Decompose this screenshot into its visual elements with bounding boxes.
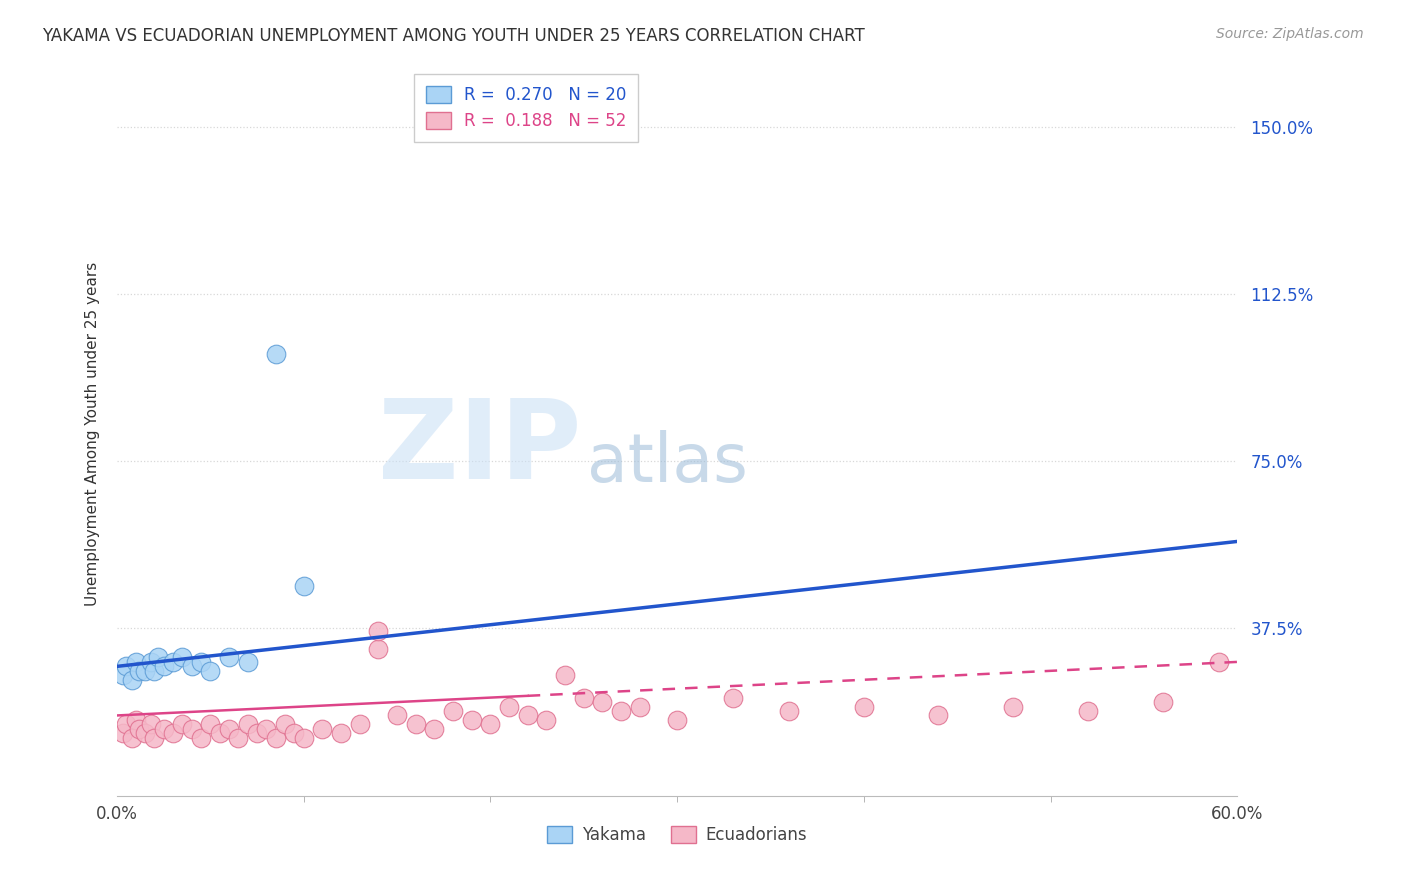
Point	[172, 650, 194, 665]
Point	[180, 659, 202, 673]
Point	[128, 664, 150, 678]
Point	[554, 668, 576, 682]
Point	[311, 722, 333, 736]
Point	[124, 655, 146, 669]
Point	[274, 717, 297, 731]
Point	[208, 726, 231, 740]
Point	[152, 722, 174, 736]
Point	[516, 708, 538, 723]
Point	[1208, 655, 1230, 669]
Point	[115, 717, 138, 731]
Point	[143, 664, 166, 678]
Point	[572, 690, 595, 705]
Point	[1002, 699, 1025, 714]
Point	[610, 704, 633, 718]
Point	[349, 717, 371, 731]
Point	[292, 579, 315, 593]
Point	[228, 731, 250, 745]
Point	[124, 713, 146, 727]
Point	[536, 713, 558, 727]
Text: YAKAMA VS ECUADORIAN UNEMPLOYMENT AMONG YOUTH UNDER 25 YEARS CORRELATION CHART: YAKAMA VS ECUADORIAN UNEMPLOYMENT AMONG …	[42, 27, 865, 45]
Point	[172, 717, 194, 731]
Point	[236, 655, 259, 669]
Point	[134, 664, 156, 678]
Point	[134, 726, 156, 740]
Point	[292, 731, 315, 745]
Point	[246, 726, 269, 740]
Point	[200, 717, 222, 731]
Point	[128, 722, 150, 736]
Point	[121, 731, 143, 745]
Point	[423, 722, 446, 736]
Point	[218, 722, 240, 736]
Point	[628, 699, 651, 714]
Point	[441, 704, 464, 718]
Text: Source: ZipAtlas.com: Source: ZipAtlas.com	[1216, 27, 1364, 41]
Text: ZIP: ZIP	[378, 395, 582, 502]
Text: atlas: atlas	[588, 430, 748, 496]
Point	[778, 704, 800, 718]
Point	[218, 650, 240, 665]
Legend: R =  0.270   N = 20, R =  0.188   N = 52: R = 0.270 N = 20, R = 0.188 N = 52	[413, 74, 638, 142]
Point	[190, 655, 212, 669]
Point	[236, 717, 259, 731]
Point	[190, 731, 212, 745]
Point	[139, 717, 162, 731]
Y-axis label: Unemployment Among Youth under 25 years: Unemployment Among Youth under 25 years	[86, 262, 100, 607]
Point	[200, 664, 222, 678]
Point	[264, 731, 287, 745]
Point	[367, 641, 389, 656]
Point	[111, 668, 134, 682]
Point	[111, 726, 134, 740]
Point	[461, 713, 484, 727]
Point	[666, 713, 689, 727]
Point	[852, 699, 875, 714]
Point	[180, 722, 202, 736]
Point	[1152, 695, 1174, 709]
Point	[162, 655, 184, 669]
Point	[385, 708, 408, 723]
Point	[162, 726, 184, 740]
Point	[721, 690, 744, 705]
Point	[146, 650, 169, 665]
Point	[479, 717, 502, 731]
Point	[405, 717, 427, 731]
Point	[139, 655, 162, 669]
Point	[591, 695, 613, 709]
Point	[254, 722, 277, 736]
Point	[1077, 704, 1099, 718]
Point	[283, 726, 305, 740]
Point	[115, 659, 138, 673]
Point	[152, 659, 174, 673]
Point	[330, 726, 353, 740]
Point	[121, 673, 143, 687]
Point	[927, 708, 949, 723]
Point	[264, 347, 287, 361]
Point	[498, 699, 520, 714]
Point	[143, 731, 166, 745]
Point	[367, 624, 389, 638]
